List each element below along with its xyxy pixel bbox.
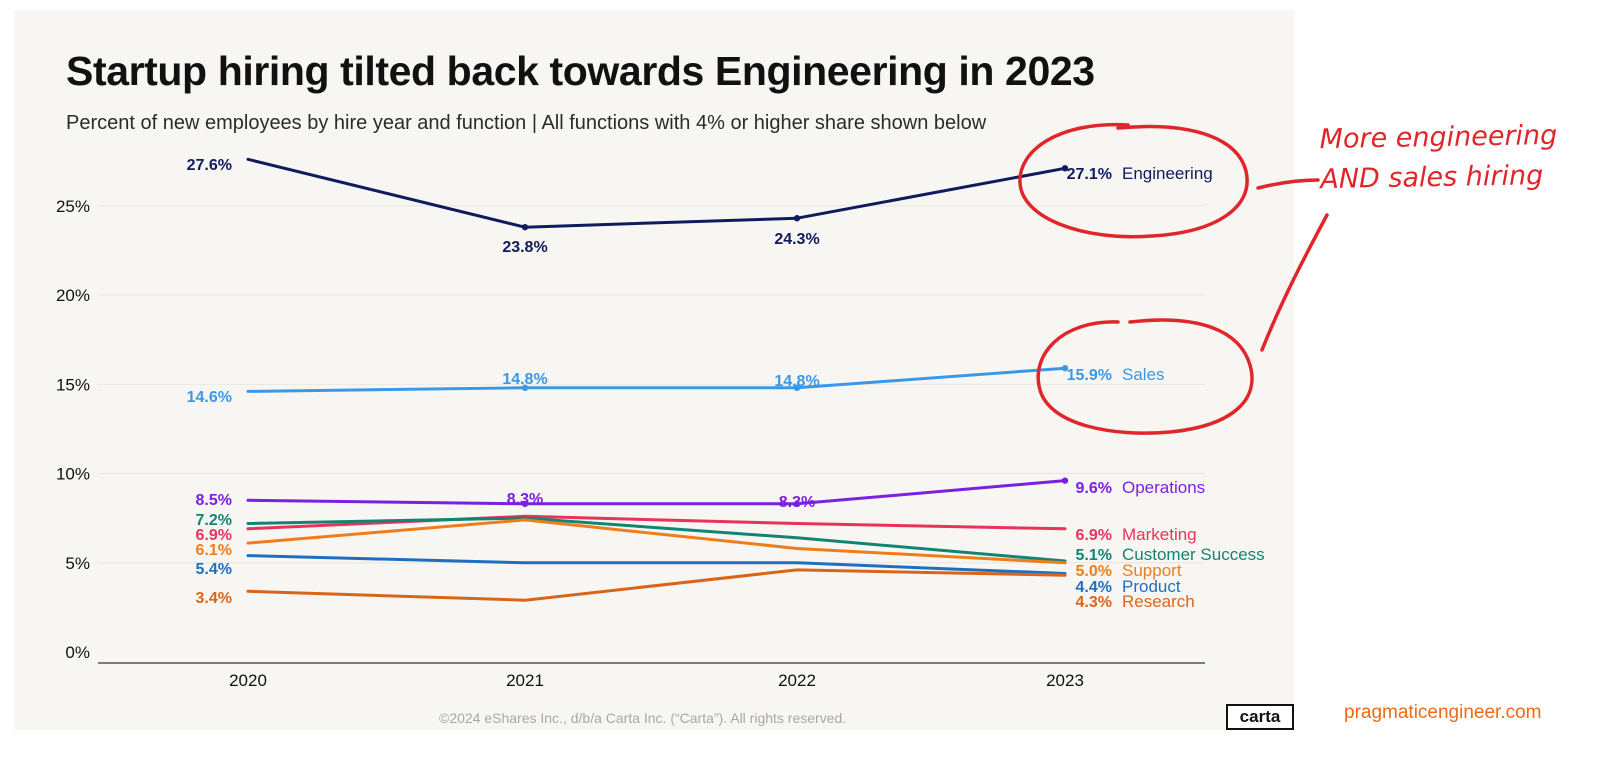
data-label: 5.1% xyxy=(1076,547,1112,564)
annotation-connector-top xyxy=(1256,178,1320,190)
data-point xyxy=(793,500,801,508)
series-name-label: Operations xyxy=(1122,478,1205,497)
data-label: 3.4% xyxy=(196,590,232,607)
data-point xyxy=(1061,477,1069,484)
data-label: 4.4% xyxy=(1076,579,1112,596)
data-point xyxy=(793,215,801,222)
data-point xyxy=(1061,364,1069,372)
data-label: 8.5% xyxy=(196,492,232,509)
data-label: 15.9% xyxy=(1067,367,1112,384)
series-line-support xyxy=(246,518,1067,565)
series-line-sales xyxy=(246,366,1067,393)
data-label: 5.4% xyxy=(196,561,232,578)
carta-logo: carta xyxy=(1226,704,1294,730)
series-name-label: Customer Success xyxy=(1122,545,1265,564)
data-label: 6.1% xyxy=(196,542,232,559)
series-lines xyxy=(246,157,1069,602)
x-tick-label: 2021 xyxy=(506,671,544,690)
hand-drawn-annotation xyxy=(1018,122,1329,435)
series-name-label: Engineering xyxy=(1122,164,1213,183)
axes: 0% 5% 10% 15% 20% 25% 2020 2021 2022 2023 xyxy=(56,197,1205,690)
series-name-label: Research xyxy=(1122,592,1195,611)
series-line-product xyxy=(246,554,1067,575)
data-label: 14.6% xyxy=(187,389,232,406)
data-label: 6.9% xyxy=(196,527,232,544)
y-tick-label: 20% xyxy=(56,286,90,305)
chart-title: Startup hiring tilted back towards Engin… xyxy=(66,48,1095,94)
gridlines xyxy=(98,205,1205,564)
data-label: 6.9% xyxy=(1076,527,1112,544)
data-point xyxy=(1061,165,1069,172)
data-point xyxy=(521,384,529,392)
data-labels: 27.6% 23.8% 24.3% 27.1% Engineering 14.6% 14.8… xyxy=(187,157,1265,611)
series-line-operations xyxy=(246,479,1067,506)
data-label: 24.3% xyxy=(774,231,819,248)
series-line-customer-success xyxy=(246,516,1067,563)
data-label: 4.3% xyxy=(1076,594,1112,611)
data-label: 8.3% xyxy=(507,491,543,508)
site-watermark: pragmaticengineer.com xyxy=(1344,702,1542,723)
annotation-line-1: More engineering xyxy=(1319,119,1558,156)
y-tick-label: 5% xyxy=(65,554,90,573)
series-line-research xyxy=(246,568,1067,602)
data-label: 27.1% xyxy=(1067,166,1112,183)
y-tick-label: 15% xyxy=(56,375,90,394)
handwritten-annotation: More engineering AND sales hiring xyxy=(1319,116,1558,200)
series-name-label: Product xyxy=(1122,577,1181,596)
chart-card: Startup hiring tilted back towards Engin… xyxy=(14,10,1294,730)
chart-subtitle: Percent of new employees by hire year an… xyxy=(66,112,987,134)
annotation-connector-down xyxy=(1260,213,1329,352)
data-point xyxy=(521,500,529,508)
x-tick-label: 2023 xyxy=(1046,671,1084,690)
series-line-engineering xyxy=(246,157,1067,229)
annotation-line-2: AND sales hiring xyxy=(1320,160,1544,196)
y-tick-label: 0% xyxy=(65,643,90,662)
data-label: 7.2% xyxy=(196,512,232,529)
y-tick-label: 25% xyxy=(56,197,90,216)
data-label: 27.6% xyxy=(187,157,232,174)
series-name-label: Marketing xyxy=(1122,525,1197,544)
data-label: 14.8% xyxy=(774,373,819,390)
data-point xyxy=(521,223,529,231)
data-label: 14.8% xyxy=(502,371,547,388)
series-line-marketing xyxy=(246,514,1067,531)
x-tick-label: 2022 xyxy=(778,671,816,690)
data-label: 9.6% xyxy=(1076,480,1112,497)
copyright-notice: ©2024 eShares Inc., d/b/a Carta Inc. (“C… xyxy=(439,710,847,726)
series-name-label: Support xyxy=(1122,561,1182,580)
data-point xyxy=(793,384,801,392)
data-label: 5.0% xyxy=(1076,563,1112,580)
y-tick-label: 10% xyxy=(56,465,90,484)
data-label: 8.3% xyxy=(779,494,815,511)
series-name-label: Sales xyxy=(1122,365,1165,384)
data-label: 23.8% xyxy=(502,239,547,256)
sales-circle xyxy=(1036,318,1254,435)
engineering-circle xyxy=(1018,122,1249,239)
x-tick-label: 2020 xyxy=(229,671,267,690)
